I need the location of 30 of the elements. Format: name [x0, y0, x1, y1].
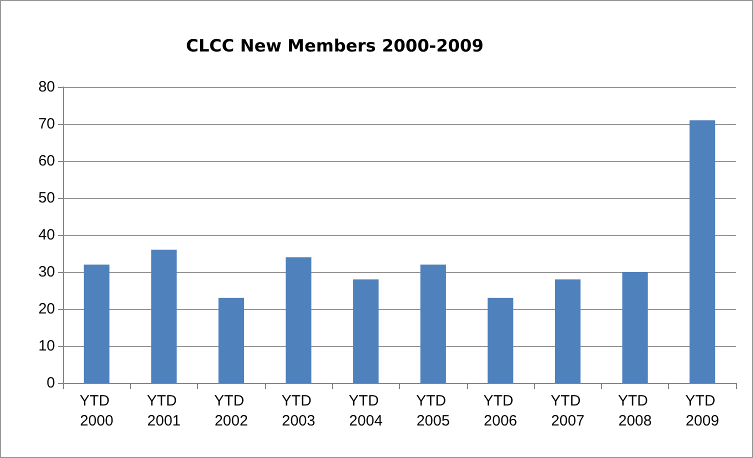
x-tick-label: YTD 2006 — [483, 392, 518, 430]
y-tick-label: 30 — [38, 264, 55, 280]
y-tick-label: 20 — [38, 300, 55, 318]
bar — [218, 298, 244, 383]
bar — [488, 298, 514, 383]
x-tick-label: YTD 2009 — [685, 392, 720, 430]
y-tick-label: 60 — [38, 152, 55, 170]
y-tick-label: 70 — [38, 116, 55, 132]
bar — [353, 279, 379, 383]
bar — [151, 250, 177, 383]
y-tick-label: 50 — [38, 190, 55, 206]
x-tick-label: YTD 2003 — [281, 392, 316, 430]
bar — [690, 120, 716, 383]
bar — [420, 264, 446, 383]
bar — [554, 279, 581, 383]
bar — [622, 272, 648, 383]
x-tick-label: YTD 2002 — [214, 392, 248, 430]
x-tick-label: YTD 2001 — [146, 392, 182, 430]
x-tick-label: YTD 2007 — [550, 392, 585, 430]
x-tick-label: YTD 2004 — [348, 392, 383, 430]
x-tick-label: YTD 2000 — [80, 392, 114, 430]
bar — [286, 257, 312, 383]
x-tick-label: YTD 2008 — [618, 392, 652, 430]
chart-title: CLCC New Members 2000-2009 — [186, 36, 484, 56]
y-tick-label: 80 — [38, 78, 55, 96]
x-tick-label: YTD 2005 — [416, 392, 450, 430]
bar — [84, 264, 110, 383]
y-tick-label: 0 — [46, 374, 55, 392]
y-tick-label: 40 — [38, 226, 55, 244]
y-tick-label: 10 — [38, 338, 55, 354]
